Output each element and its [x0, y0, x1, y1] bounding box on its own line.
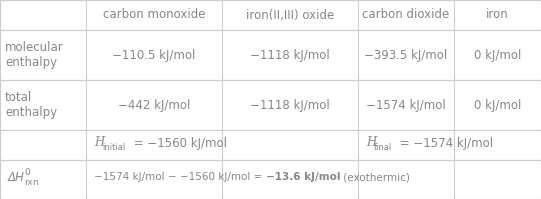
- Bar: [358, 0, 454, 30]
- Bar: [222, 130, 358, 160]
- Text: −442 kJ/mol: −442 kJ/mol: [118, 99, 190, 111]
- Text: iron(II,III) oxide: iron(II,III) oxide: [246, 9, 334, 21]
- Text: (exothermic): (exothermic): [340, 173, 410, 182]
- Bar: [454, 30, 541, 80]
- Text: final: final: [374, 143, 392, 152]
- Bar: [454, 80, 541, 130]
- Bar: [358, 80, 454, 130]
- Bar: [222, 0, 358, 30]
- Text: −13.6 kJ/mol: −13.6 kJ/mol: [266, 173, 340, 182]
- Text: total
enthalpy: total enthalpy: [5, 91, 57, 119]
- Text: −1574 kJ/mol − −1560 kJ/mol =: −1574 kJ/mol − −1560 kJ/mol =: [94, 173, 266, 182]
- Bar: [358, 30, 454, 80]
- Text: rxn: rxn: [24, 178, 38, 187]
- Text: carbon dioxide: carbon dioxide: [362, 9, 450, 21]
- Text: molecular
enthalpy: molecular enthalpy: [5, 41, 64, 69]
- Bar: [86, 30, 222, 80]
- Bar: [86, 0, 222, 30]
- Bar: [0, 0, 86, 30]
- Text: H: H: [94, 137, 104, 149]
- Bar: [454, 0, 541, 30]
- Text: −110.5 kJ/mol: −110.5 kJ/mol: [113, 49, 196, 61]
- Text: carbon monoxide: carbon monoxide: [103, 9, 205, 21]
- Bar: [358, 160, 454, 199]
- Text: ΔH: ΔH: [8, 171, 25, 184]
- Bar: [86, 160, 222, 199]
- Text: iron: iron: [486, 9, 509, 21]
- Bar: [86, 130, 222, 160]
- Text: 0 kJ/mol: 0 kJ/mol: [474, 49, 521, 61]
- Bar: [222, 160, 358, 199]
- Text: −393.5 kJ/mol: −393.5 kJ/mol: [365, 49, 447, 61]
- Bar: [0, 30, 86, 80]
- Text: −1118 kJ/mol: −1118 kJ/mol: [250, 49, 330, 61]
- Bar: [454, 130, 541, 160]
- Text: H: H: [366, 137, 376, 149]
- Bar: [0, 80, 86, 130]
- Bar: [0, 130, 86, 160]
- Bar: [454, 160, 541, 199]
- Text: −1118 kJ/mol: −1118 kJ/mol: [250, 99, 330, 111]
- Text: initial: initial: [102, 143, 126, 152]
- Bar: [222, 80, 358, 130]
- Text: = −1560 kJ/mol: = −1560 kJ/mol: [130, 137, 227, 149]
- Bar: [222, 30, 358, 80]
- Bar: [0, 160, 86, 199]
- Text: −1574 kJ/mol: −1574 kJ/mol: [366, 99, 446, 111]
- Text: = −1574 kJ/mol: = −1574 kJ/mol: [396, 137, 493, 149]
- Bar: [86, 80, 222, 130]
- Text: 0 kJ/mol: 0 kJ/mol: [474, 99, 521, 111]
- Text: 0: 0: [24, 168, 30, 177]
- Bar: [358, 130, 454, 160]
